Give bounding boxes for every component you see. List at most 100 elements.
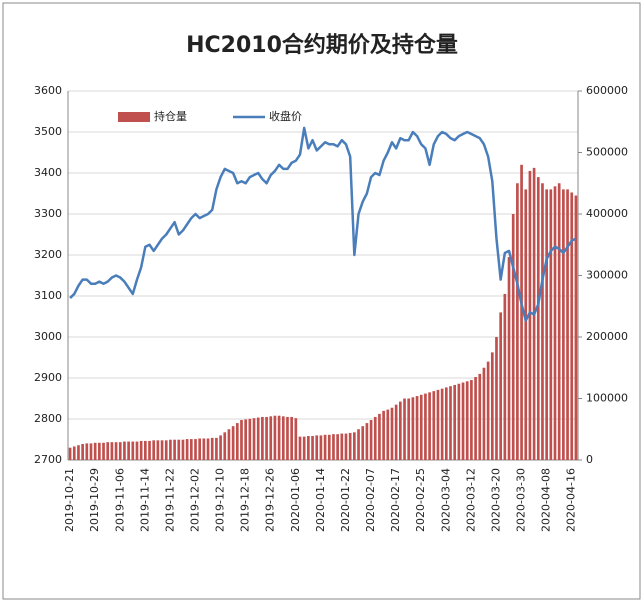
y-tick-label: 3000: [34, 330, 62, 343]
bar: [323, 434, 327, 460]
x-tick-label: 2020-03-12: [464, 468, 477, 532]
bar: [490, 352, 494, 460]
bar: [164, 440, 168, 460]
y-tick-label: 2800: [34, 412, 62, 425]
x-tick-label: 2019-10-21: [63, 468, 76, 532]
bar: [89, 443, 93, 460]
bar: [102, 442, 105, 460]
bar: [173, 439, 176, 460]
bar: [386, 409, 390, 460]
y2-tick-label: 100000: [586, 392, 628, 405]
bar: [524, 189, 528, 460]
bar: [265, 416, 268, 460]
bar: [307, 436, 310, 460]
y-tick-label: 3500: [34, 125, 62, 138]
bar: [219, 435, 222, 460]
bar: [311, 436, 314, 460]
bar: [407, 398, 411, 460]
bar: [390, 407, 394, 460]
bar: [143, 440, 147, 460]
x-tick-label: 2020-02-07: [364, 468, 377, 532]
legend-label: 持仓量: [154, 109, 187, 123]
bar: [520, 164, 523, 461]
x-tick-label: 2019-12-02: [189, 468, 202, 532]
bar: [516, 183, 519, 460]
y-tick-label: 3600: [34, 84, 62, 97]
y2-tick-label: 200000: [586, 330, 628, 343]
bar: [398, 401, 402, 460]
bar: [411, 397, 415, 460]
bar: [110, 442, 114, 460]
bar: [507, 257, 511, 460]
bar: [557, 183, 561, 460]
bar: [114, 442, 118, 460]
bar: [378, 413, 381, 460]
bar: [206, 438, 210, 460]
bar: [194, 439, 197, 460]
bar: [256, 417, 260, 460]
y-tick-label: 3200: [34, 248, 62, 261]
bar: [474, 376, 477, 460]
x-tick-label: 2020-02-17: [389, 468, 402, 532]
bar: [160, 440, 164, 460]
bar: [177, 439, 181, 460]
bar: [227, 429, 231, 460]
bar: [382, 410, 385, 460]
bar: [261, 416, 264, 460]
x-tick-label: 2020-02-25: [414, 468, 427, 532]
bar: [424, 393, 427, 460]
bar: [248, 418, 252, 460]
bar: [465, 381, 469, 460]
bar: [269, 416, 273, 460]
bar: [252, 418, 256, 460]
bar: [344, 433, 348, 460]
bar: [419, 394, 423, 460]
bar: [332, 434, 335, 460]
bar: [123, 441, 126, 460]
bar: [68, 447, 72, 460]
y2-tick-label: 600000: [586, 84, 628, 97]
bar: [290, 416, 293, 460]
bar: [340, 433, 344, 460]
bar: [570, 192, 574, 460]
bar: [152, 440, 156, 460]
y2-tick-label: 300000: [586, 269, 628, 282]
x-tick-label: 2019-11-14: [138, 468, 151, 532]
bar: [135, 441, 139, 460]
bar: [98, 442, 101, 460]
bar: [432, 391, 436, 460]
bar: [273, 415, 277, 460]
bar: [235, 423, 239, 460]
x-tick-label: 2019-10-29: [88, 468, 101, 532]
y-tick-label: 2700: [34, 453, 62, 466]
x-tick-label: 2019-11-06: [113, 468, 126, 532]
bar: [294, 418, 298, 460]
bar: [244, 419, 248, 460]
bar: [210, 437, 214, 460]
bar: [156, 440, 160, 460]
bar: [148, 440, 151, 460]
x-tick-label: 2020-01-14: [314, 468, 327, 532]
bar: [185, 439, 189, 460]
bar: [482, 367, 486, 460]
bar: [286, 416, 289, 460]
bar: [436, 389, 440, 460]
bar: [231, 426, 235, 460]
bar: [499, 312, 503, 460]
bar: [470, 380, 473, 460]
x-tick-label: 2019-12-18: [239, 468, 252, 532]
bar: [198, 438, 202, 460]
bar: [361, 426, 365, 460]
bar: [118, 442, 122, 460]
bar: [403, 398, 406, 460]
y2-tick-label: 0: [586, 453, 593, 466]
bar: [223, 432, 227, 460]
bar: [574, 195, 578, 461]
bar: [549, 189, 553, 460]
bar: [440, 388, 444, 460]
bar: [277, 415, 281, 460]
bar: [365, 423, 369, 460]
bar: [127, 441, 130, 460]
bar: [461, 382, 465, 460]
y2-tick-label: 400000: [586, 207, 628, 220]
